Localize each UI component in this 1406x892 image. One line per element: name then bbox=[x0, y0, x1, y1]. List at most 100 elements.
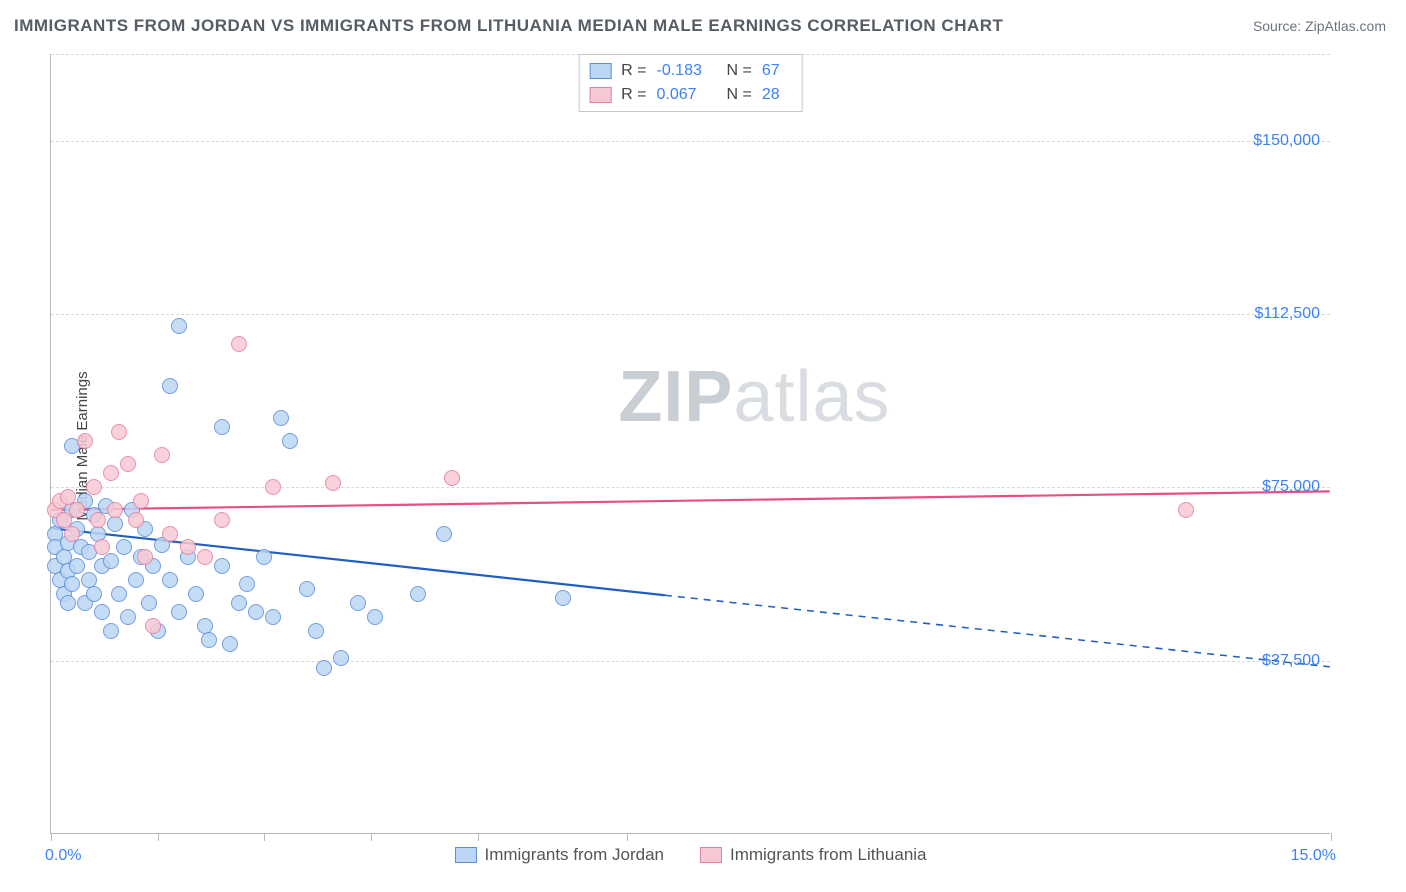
data-point-lithuania bbox=[231, 336, 247, 352]
scatter-plot: ZIPatlas $37,500$75,000$112,500$150,0000… bbox=[50, 54, 1330, 834]
data-point-jordan bbox=[410, 586, 426, 602]
data-point-lithuania bbox=[1178, 502, 1194, 518]
source-label: Source: bbox=[1253, 18, 1301, 34]
trend-lines-layer bbox=[51, 54, 1330, 833]
trend-line-dash-jordan bbox=[665, 595, 1330, 667]
x-tick bbox=[371, 833, 372, 841]
x-tick bbox=[51, 833, 52, 841]
r-label: R = bbox=[621, 83, 646, 107]
data-point-lithuania bbox=[325, 475, 341, 491]
x-tick bbox=[158, 833, 159, 841]
data-point-lithuania bbox=[214, 512, 230, 528]
data-point-jordan bbox=[273, 410, 289, 426]
gridline bbox=[51, 487, 1330, 488]
data-point-jordan bbox=[64, 576, 80, 592]
correlation-stats-box: R = -0.183 N = 67 R = 0.067 N = 28 bbox=[578, 54, 803, 112]
data-point-lithuania bbox=[69, 502, 85, 518]
x-min-label: 0.0% bbox=[45, 847, 81, 865]
data-point-jordan bbox=[248, 604, 264, 620]
data-point-jordan bbox=[333, 650, 349, 666]
data-point-lithuania bbox=[103, 465, 119, 481]
data-point-lithuania bbox=[86, 479, 102, 495]
data-point-jordan bbox=[86, 586, 102, 602]
data-point-lithuania bbox=[154, 447, 170, 463]
data-point-jordan bbox=[555, 590, 571, 606]
data-point-lithuania bbox=[180, 539, 196, 555]
data-point-jordan bbox=[141, 595, 157, 611]
data-point-jordan bbox=[120, 609, 136, 625]
data-point-lithuania bbox=[90, 512, 106, 528]
data-point-jordan bbox=[107, 516, 123, 532]
data-point-jordan bbox=[103, 553, 119, 569]
data-point-jordan bbox=[239, 576, 255, 592]
legend-label-lithuania: Immigrants from Lithuania bbox=[730, 845, 927, 865]
data-point-jordan bbox=[231, 595, 247, 611]
y-tick-label: $150,000 bbox=[1253, 132, 1320, 150]
data-point-lithuania bbox=[77, 433, 93, 449]
chart-title: IMMIGRANTS FROM JORDAN VS IMMIGRANTS FRO… bbox=[14, 16, 1003, 36]
data-point-jordan bbox=[116, 539, 132, 555]
data-point-jordan bbox=[201, 632, 217, 648]
n-value-jordan: 67 bbox=[762, 59, 792, 83]
data-point-jordan bbox=[299, 581, 315, 597]
data-point-jordan bbox=[308, 623, 324, 639]
x-tick bbox=[264, 833, 265, 841]
n-label: N = bbox=[727, 59, 752, 83]
data-point-lithuania bbox=[265, 479, 281, 495]
data-point-jordan bbox=[171, 604, 187, 620]
y-tick-label: $37,500 bbox=[1262, 652, 1320, 670]
r-value-lithuania: 0.067 bbox=[657, 83, 717, 107]
legend-item-lithuania: Immigrants from Lithuania bbox=[700, 845, 927, 865]
data-point-jordan bbox=[367, 609, 383, 625]
r-label: R = bbox=[621, 59, 646, 83]
data-point-jordan bbox=[111, 586, 127, 602]
legend-swatch-lithuania bbox=[589, 87, 611, 103]
y-tick-label: $112,500 bbox=[1254, 305, 1320, 323]
data-point-lithuania bbox=[137, 549, 153, 565]
data-point-lithuania bbox=[94, 539, 110, 555]
x-tick bbox=[478, 833, 479, 841]
data-point-lithuania bbox=[444, 470, 460, 486]
data-point-lithuania bbox=[133, 493, 149, 509]
data-point-jordan bbox=[265, 609, 281, 625]
gridline bbox=[51, 141, 1330, 142]
data-point-jordan bbox=[94, 604, 110, 620]
data-point-jordan bbox=[128, 572, 144, 588]
source-attribution: Source: ZipAtlas.com bbox=[1253, 18, 1386, 34]
data-point-lithuania bbox=[111, 424, 127, 440]
data-point-lithuania bbox=[128, 512, 144, 528]
stats-row-lithuania: R = 0.067 N = 28 bbox=[589, 83, 792, 107]
gridline bbox=[51, 661, 1330, 662]
stats-row-jordan: R = -0.183 N = 67 bbox=[589, 59, 792, 83]
series-legend: Immigrants from Jordan Immigrants from Li… bbox=[454, 845, 926, 865]
x-max-label: 15.0% bbox=[1291, 847, 1336, 865]
x-tick bbox=[1331, 833, 1332, 841]
data-point-jordan bbox=[214, 558, 230, 574]
data-point-jordan bbox=[316, 660, 332, 676]
watermark: ZIPatlas bbox=[618, 356, 890, 438]
legend-swatch-jordan bbox=[589, 63, 611, 79]
data-point-jordan bbox=[256, 549, 272, 565]
source-link[interactable]: ZipAtlas.com bbox=[1305, 18, 1386, 34]
n-label: N = bbox=[727, 83, 752, 107]
data-point-lithuania bbox=[107, 502, 123, 518]
data-point-jordan bbox=[214, 419, 230, 435]
legend-item-jordan: Immigrants from Jordan bbox=[454, 845, 664, 865]
gridline bbox=[51, 314, 1330, 315]
watermark-bold: ZIP bbox=[618, 357, 733, 437]
data-point-jordan bbox=[282, 433, 298, 449]
n-value-lithuania: 28 bbox=[762, 83, 792, 107]
data-point-jordan bbox=[171, 318, 187, 334]
legend-swatch-lithuania bbox=[700, 847, 722, 863]
data-point-jordan bbox=[222, 636, 238, 652]
legend-label-jordan: Immigrants from Jordan bbox=[484, 845, 664, 865]
data-point-lithuania bbox=[120, 456, 136, 472]
data-point-jordan bbox=[162, 378, 178, 394]
data-point-lithuania bbox=[197, 549, 213, 565]
data-point-jordan bbox=[60, 595, 76, 611]
legend-swatch-jordan bbox=[454, 847, 476, 863]
r-value-jordan: -0.183 bbox=[657, 59, 717, 83]
data-point-lithuania bbox=[145, 618, 161, 634]
data-point-lithuania bbox=[162, 526, 178, 542]
data-point-jordan bbox=[162, 572, 178, 588]
